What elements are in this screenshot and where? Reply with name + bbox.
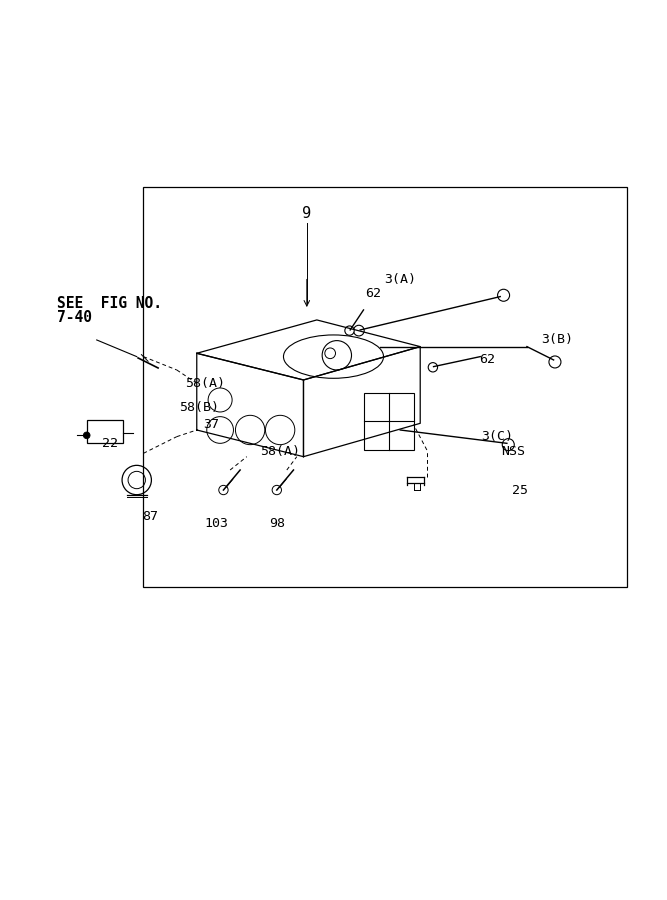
Text: 87: 87 [142,510,158,523]
Text: 3(A): 3(A) [384,274,416,286]
Text: 7-40: 7-40 [57,310,91,326]
Circle shape [219,485,228,495]
Circle shape [83,432,90,438]
Text: 9: 9 [302,206,311,220]
Circle shape [428,363,438,372]
Text: 103: 103 [205,517,229,530]
Text: 58(A): 58(A) [260,445,300,458]
Text: 62: 62 [366,287,382,300]
Text: 58(B): 58(B) [179,401,219,415]
Text: 62: 62 [479,354,495,366]
Bar [143,186,627,587]
Circle shape [345,326,354,336]
Circle shape [354,325,364,336]
Text: 37: 37 [203,418,219,431]
Text: 25: 25 [512,483,528,497]
Circle shape [272,485,281,495]
Text: 98: 98 [269,517,285,530]
Text: 3(B): 3(B) [541,333,573,346]
Text: 3(C): 3(C) [481,430,513,443]
Text: 22: 22 [102,436,118,450]
Text: 58(A): 58(A) [185,377,225,390]
Text: SEE  FIG NO.: SEE FIG NO. [57,296,161,310]
Text: NSS: NSS [502,445,526,458]
